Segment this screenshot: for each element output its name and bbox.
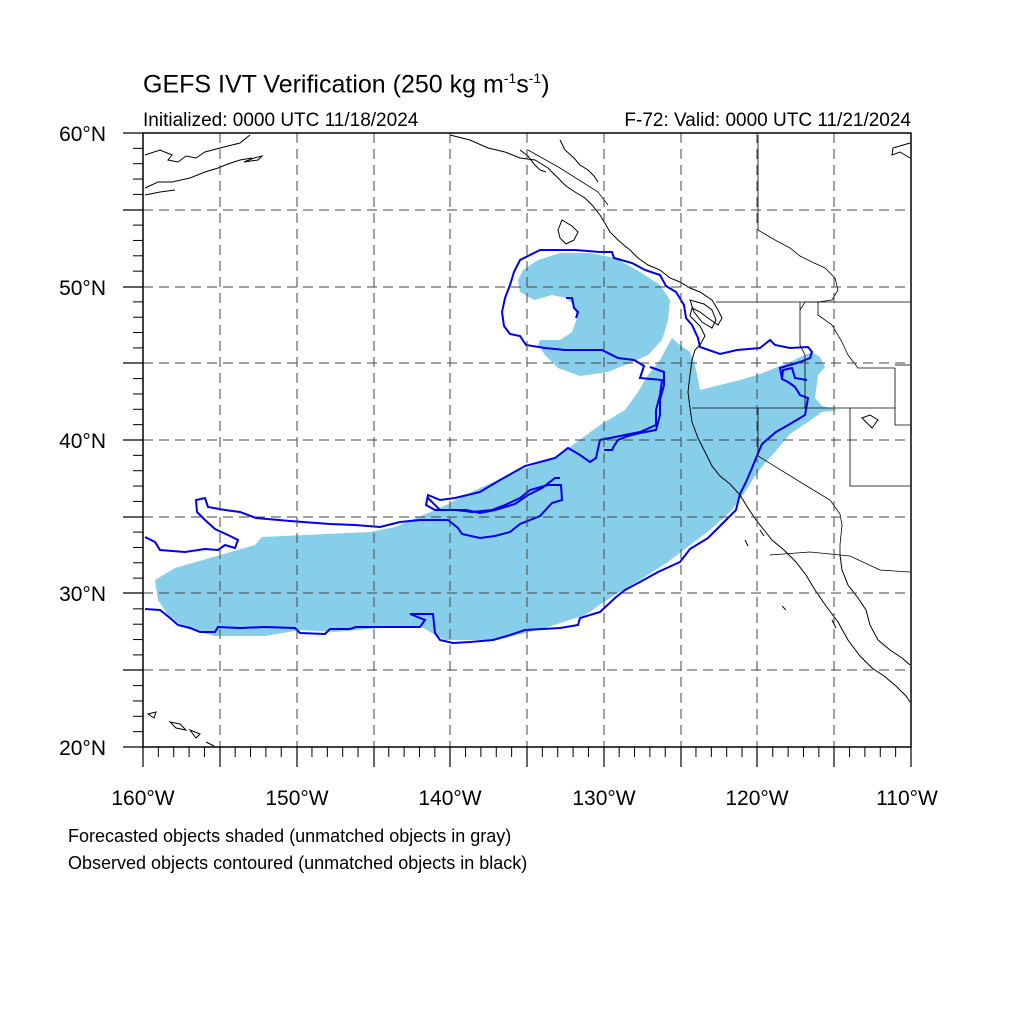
- coastlines: [144, 134, 911, 747]
- lat-label-40n: 40°N: [59, 430, 106, 453]
- lon-label-150w: 150°W: [265, 787, 328, 810]
- map-title: GEFS IVT Verification (250 kg m-1s-1): [143, 70, 550, 99]
- minor-ticks: [133, 147, 897, 757]
- lat-label-20n: 20°N: [59, 737, 106, 760]
- longitude-labels: 160°W 150°W 140°W 130°W 120°W 110°W: [111, 787, 938, 810]
- caption-forecast: Forecasted objects shaded (unmatched obj…: [68, 826, 512, 846]
- major-ticks: [123, 132, 912, 767]
- latitude-labels: 60°N 50°N 40°N 30°N 20°N: [59, 123, 106, 760]
- lon-label-140w: 140°W: [418, 787, 481, 810]
- political-boundaries: [527, 135, 911, 573]
- forecast-object-shading: [155, 253, 838, 640]
- valid-time-label: F-72: Valid: 0000 UTC 11/21/2024: [624, 110, 911, 131]
- lat-label-60n: 60°N: [59, 123, 106, 146]
- lat-lon-grid: [143, 133, 911, 747]
- lat-label-50n: 50°N: [59, 277, 106, 300]
- lon-label-160w: 160°W: [111, 787, 174, 810]
- init-time-label: Initialized: 0000 UTC 11/18/2024: [143, 110, 419, 131]
- lat-label-30n: 30°N: [59, 583, 106, 606]
- lon-label-110w: 110°W: [876, 787, 938, 810]
- observed-object-contours: [144, 249, 814, 645]
- lon-label-120w: 120°W: [725, 787, 788, 810]
- lon-label-130w: 130°W: [572, 787, 635, 810]
- caption-observed: Observed objects contoured (unmatched ob…: [68, 853, 528, 873]
